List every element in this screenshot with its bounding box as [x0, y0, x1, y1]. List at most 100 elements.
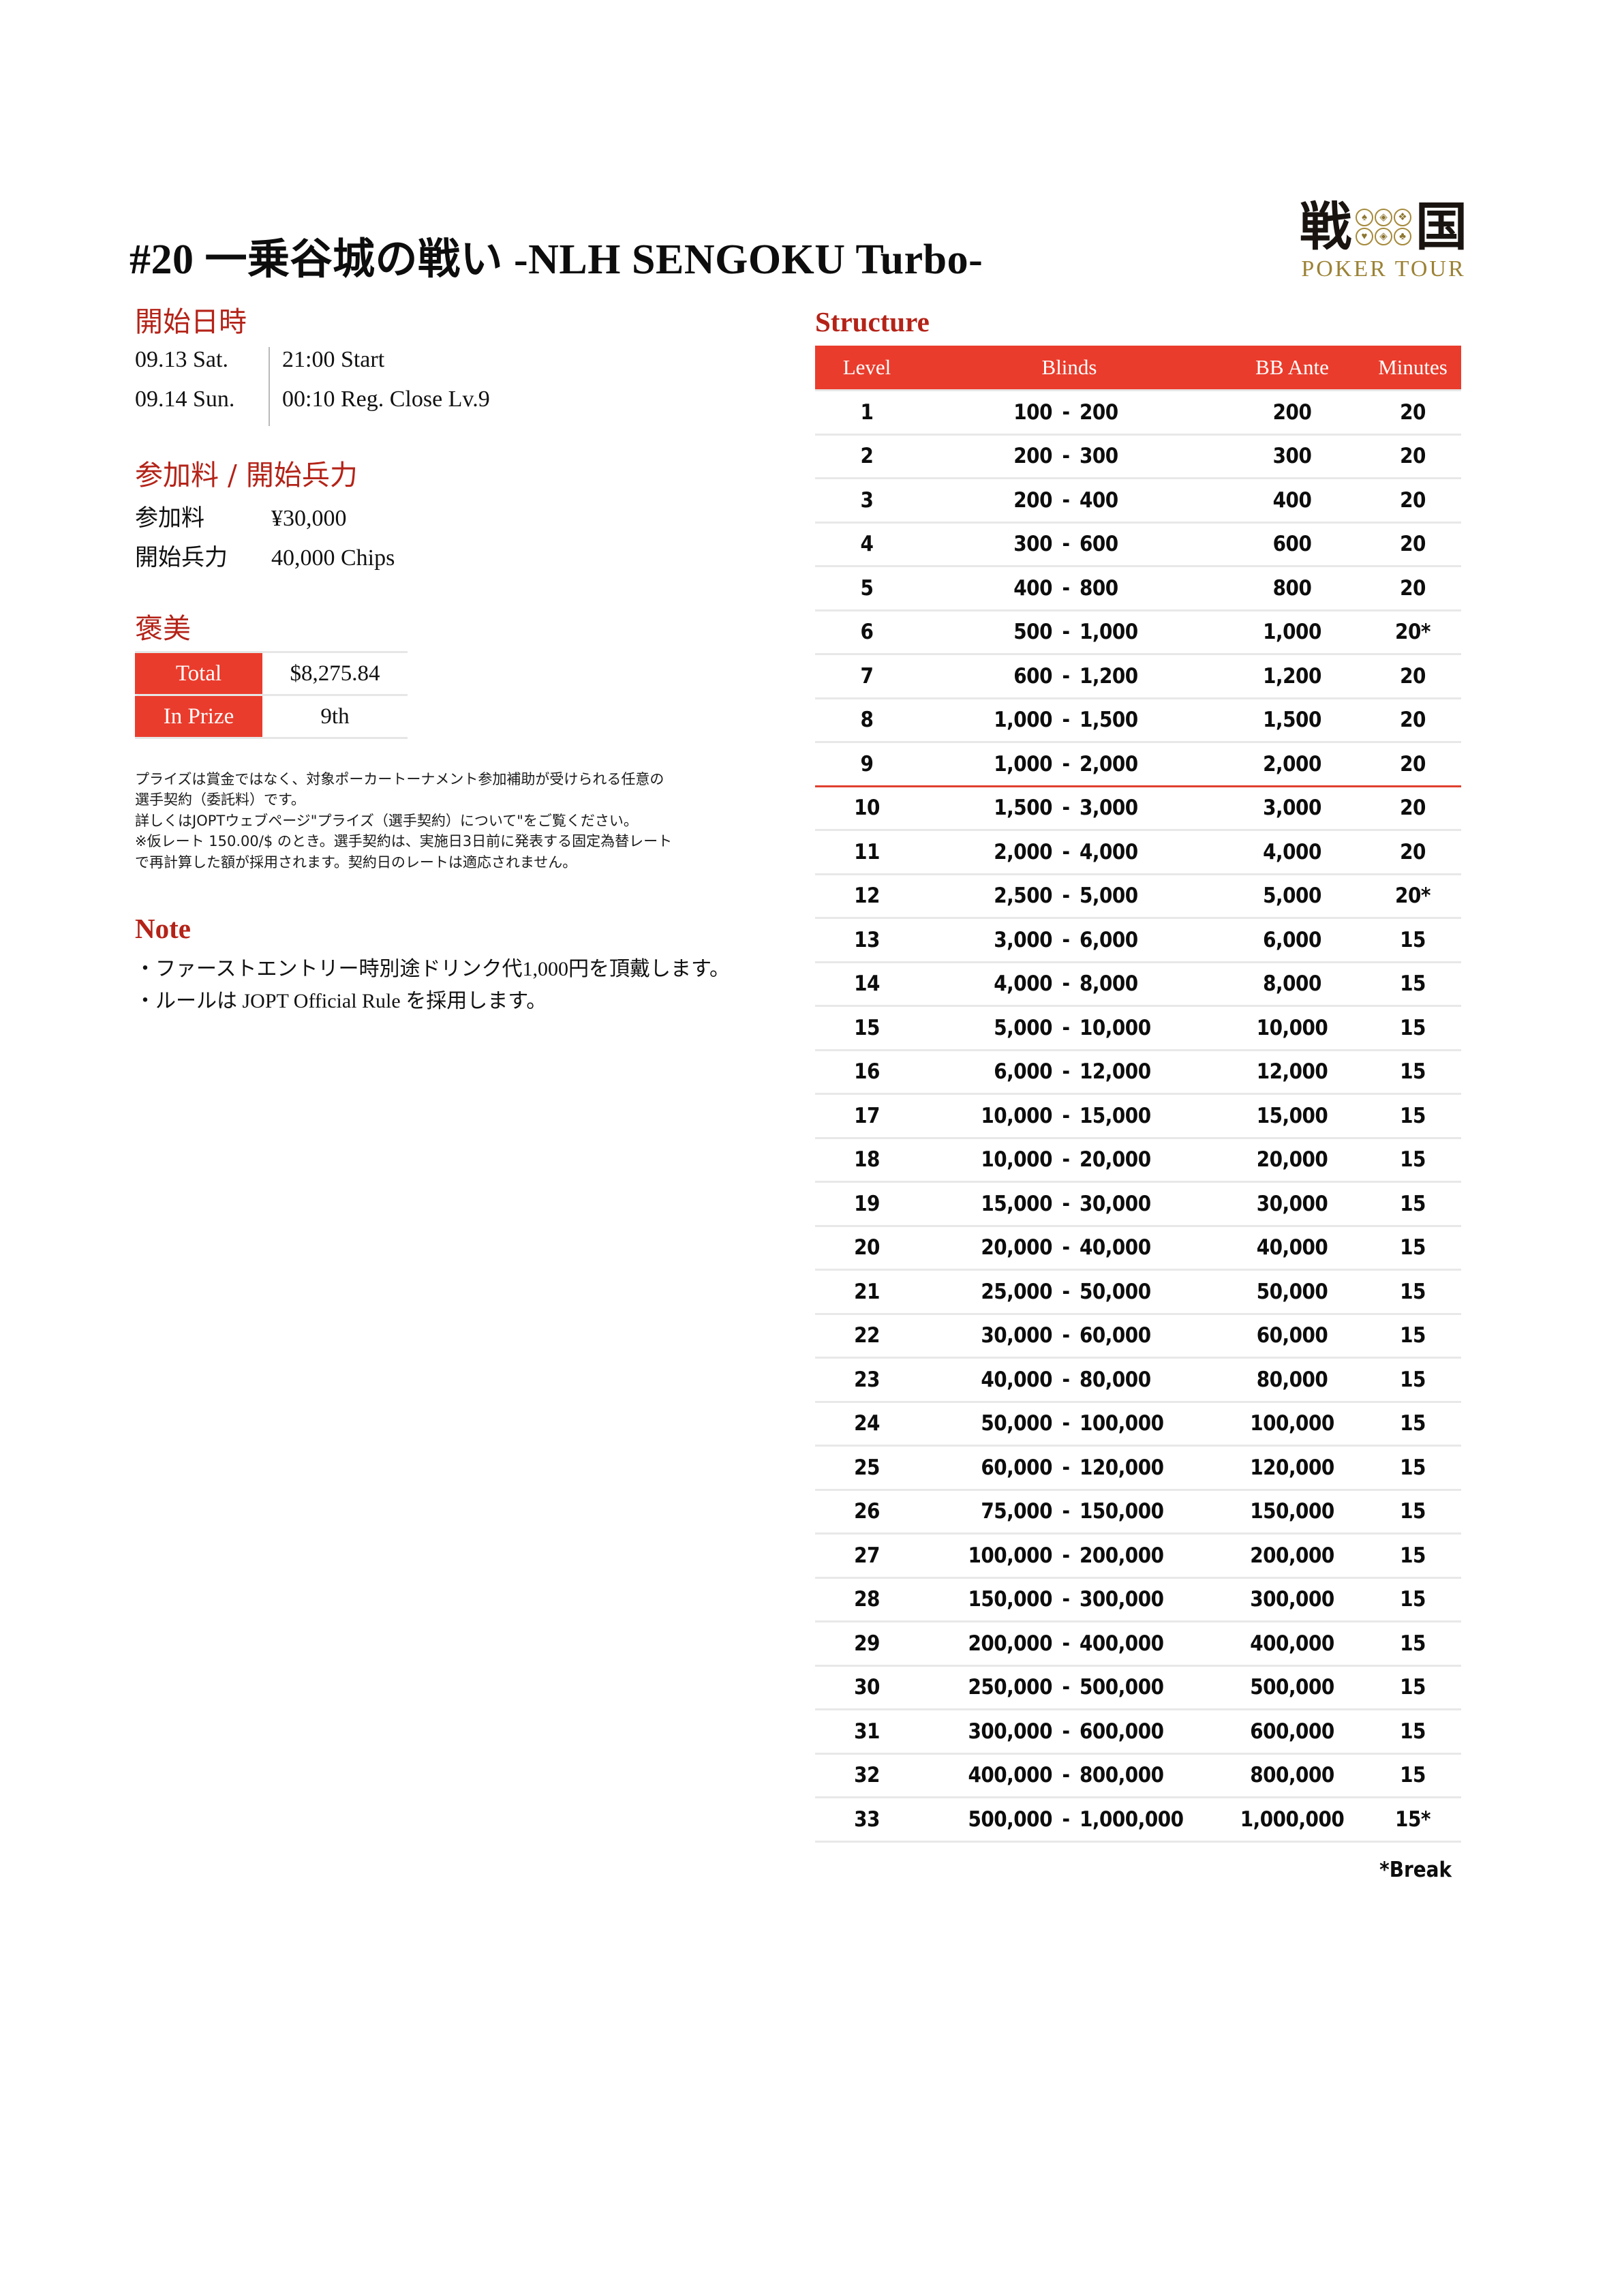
cell-level: 10 [815, 786, 919, 831]
table-row: 5 400-800 800 20 [815, 566, 1461, 611]
cell-level: 16 [815, 1050, 919, 1095]
table-row: 7 600-1,200 1,200 20 [815, 654, 1461, 699]
cell-bb-ante: 4,000 [1220, 830, 1364, 875]
cell-bb-ante: 5,000 [1220, 874, 1364, 919]
entry-value: 40,000 Chips [271, 545, 395, 571]
prize-total-value: $8,275.84 [262, 651, 408, 696]
big-blind: 6,000 [1080, 927, 1138, 952]
blind-separator: - [1062, 1543, 1070, 1568]
big-blind: 800 [1080, 575, 1118, 601]
left-column: 開始日時 09.13 Sat. 21:00 Start 09.14 Sun. 0… [135, 308, 789, 1017]
cell-minutes: 20 [1364, 742, 1461, 787]
cell-blinds: 20,000-40,000 [919, 1226, 1220, 1271]
table-row: 15 5,000-10,000 10,000 15 [815, 1006, 1461, 1051]
entry-value: ¥30,000 [271, 506, 347, 531]
blind-separator: - [1062, 971, 1070, 997]
cell-bb-ante: 8,000 [1220, 962, 1364, 1007]
table-row: 30 250,000-500,000 500,000 15 [815, 1665, 1461, 1710]
cell-blinds: 500,000-1,000,000 [919, 1797, 1220, 1843]
table-row: 9 1,000-2,000 2,000 20 [815, 742, 1461, 787]
cell-blinds: 1,000-1,500 [919, 698, 1220, 743]
logo-subtitle: POKER TOUR [1301, 256, 1466, 282]
cell-blinds: 10,000-15,000 [919, 1093, 1220, 1139]
cell-minutes: 15 [1364, 962, 1461, 1007]
blind-separator: - [1062, 1499, 1070, 1524]
note-heading: Note [135, 913, 191, 945]
small-blind: 6,000 [994, 1059, 1052, 1085]
small-blind: 2,500 [994, 883, 1052, 909]
blind-separator: - [1062, 927, 1070, 952]
small-blind: 1,000 [994, 708, 1052, 733]
small-blind: 5,000 [994, 1015, 1052, 1040]
blind-separator: - [1062, 839, 1070, 864]
cell-level: 24 [815, 1402, 919, 1447]
cell-blinds: 300,000-600,000 [919, 1709, 1220, 1755]
blind-separator: - [1062, 575, 1070, 601]
cell-minutes: 15 [1364, 1577, 1461, 1622]
cell-minutes: 15* [1364, 1797, 1461, 1843]
cell-blinds: 10,000-20,000 [919, 1138, 1220, 1183]
cell-blinds: 1,500-3,000 [919, 786, 1220, 831]
blind-separator: - [1062, 1411, 1070, 1436]
small-blind: 300 [1013, 532, 1052, 557]
table-row: 29 200,000-400,000 400,000 15 [815, 1621, 1461, 1667]
cell-blinds: 200-300 [919, 434, 1220, 479]
cell-level: 11 [815, 830, 919, 875]
table-row: 33 500,000-1,000,000 1,000,000 15* [815, 1797, 1461, 1843]
cell-blinds: 600-1,200 [919, 654, 1220, 699]
cell-level: 3 [815, 478, 919, 524]
blind-separator: - [1062, 883, 1070, 909]
cell-minutes: 15 [1364, 1006, 1461, 1051]
cell-minutes: 15 [1364, 1533, 1461, 1579]
cell-level: 20 [815, 1226, 919, 1271]
cell-blinds: 150,000-300,000 [919, 1577, 1220, 1622]
diamond-icon: ❖ [1394, 209, 1411, 226]
cell-level: 32 [815, 1753, 919, 1798]
cell-level: 33 [815, 1797, 919, 1843]
column-header-bb-ante: BB Ante [1220, 346, 1364, 391]
small-blind: 200 [1013, 444, 1052, 469]
small-blind: 4,000 [994, 971, 1052, 997]
cell-minutes: 20* [1364, 874, 1461, 919]
table-row: 23 40,000-80,000 80,000 15 [815, 1357, 1461, 1403]
cell-minutes: 20 [1364, 478, 1461, 524]
cell-minutes: 15 [1364, 1226, 1461, 1271]
cell-blinds: 250,000-500,000 [919, 1665, 1220, 1710]
small-blind: 1,500 [994, 796, 1052, 821]
table-row: 14 4,000-8,000 8,000 15 [815, 962, 1461, 1007]
big-blind: 10,000 [1080, 1015, 1151, 1040]
cell-minutes: 15 [1364, 1402, 1461, 1447]
cell-blinds: 75,000-150,000 [919, 1490, 1220, 1535]
cell-level: 17 [815, 1093, 919, 1139]
cell-blinds: 2,000-4,000 [919, 830, 1220, 875]
sengoku-poker-tour-logo: 戦 ♠ ◈ ❖ ♥ ◈ ♣ 国 POKER TOUR [1281, 195, 1486, 281]
blind-separator: - [1062, 1191, 1070, 1216]
blind-separator: - [1062, 1587, 1070, 1612]
prize-heading: 褒美 [135, 612, 191, 645]
cell-level: 15 [815, 1006, 919, 1051]
right-column: Structure Level Blinds BB Ante Minutes 1… [815, 308, 1461, 1882]
logo-kanji-goku: 国 [1416, 196, 1467, 258]
small-blind: 3,000 [994, 927, 1052, 952]
blind-separator: - [1062, 663, 1070, 689]
table-row: 12 2,500-5,000 5,000 20* [815, 874, 1461, 919]
table-row: 13 3,000-6,000 6,000 15 [815, 918, 1461, 963]
cell-blinds: 200-400 [919, 478, 1220, 524]
cell-bb-ante: 15,000 [1220, 1093, 1364, 1139]
blind-separator: - [1062, 1015, 1070, 1040]
cell-blinds: 50,000-100,000 [919, 1402, 1220, 1447]
table-row: 27 100,000-200,000 200,000 15 [815, 1533, 1461, 1579]
cell-bb-ante: 1,000 [1220, 610, 1364, 655]
small-blind: 250,000 [968, 1675, 1052, 1700]
cell-level: 1 [815, 390, 919, 436]
cell-minutes: 20* [1364, 610, 1461, 655]
logo-mark: 戦 ♠ ◈ ❖ ♥ ◈ ♣ 国 [1300, 198, 1467, 256]
cell-level: 7 [815, 654, 919, 699]
cell-blinds: 2,500-5,000 [919, 874, 1220, 919]
cell-level: 25 [815, 1445, 919, 1491]
structure-rows: 1 100-200 200 20 2 200-300 300 20 3 200-400 400 20 4… [815, 390, 1461, 1843]
cell-level: 2 [815, 434, 919, 479]
entry-row: 開始兵力 40,000 Chips [135, 539, 789, 578]
cell-bb-ante: 40,000 [1220, 1226, 1364, 1271]
big-blind: 200 [1080, 399, 1118, 425]
